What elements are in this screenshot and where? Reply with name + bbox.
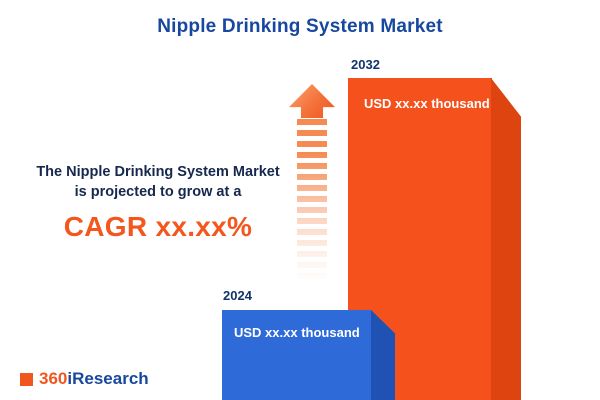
- bar-2024-front: [222, 310, 372, 400]
- tagline-block: The Nipple Drinking System Market is pro…: [8, 162, 308, 243]
- logo-mid: i: [67, 369, 73, 388]
- logo-wordmark: 360iResearch: [39, 369, 149, 389]
- bar-2032-side: [491, 78, 521, 400]
- tagline-line2: is projected to grow at a: [74, 184, 242, 200]
- bar-2024-value-label: USD xx.xx thousand: [234, 325, 360, 340]
- tagline-line1: The Nipple Drinking System Market: [36, 164, 280, 180]
- bar-2024-year-label: 2024: [223, 288, 252, 303]
- growth-arrow-icon: [289, 84, 335, 118]
- logo-prefix: 360: [39, 369, 68, 388]
- logo: 360iResearch: [20, 369, 149, 389]
- bar-2032-value-label: USD xx.xx thousand: [364, 96, 490, 111]
- logo-square-icon: [20, 372, 33, 386]
- logo-suffix: Research: [72, 369, 149, 388]
- bar-2032-year-label: 2032: [351, 57, 380, 72]
- growth-arrow-shaft: [297, 119, 327, 287]
- page-title: Nipple Drinking System Market: [157, 16, 443, 37]
- cagr-value: CAGR xx.xx%: [63, 211, 253, 242]
